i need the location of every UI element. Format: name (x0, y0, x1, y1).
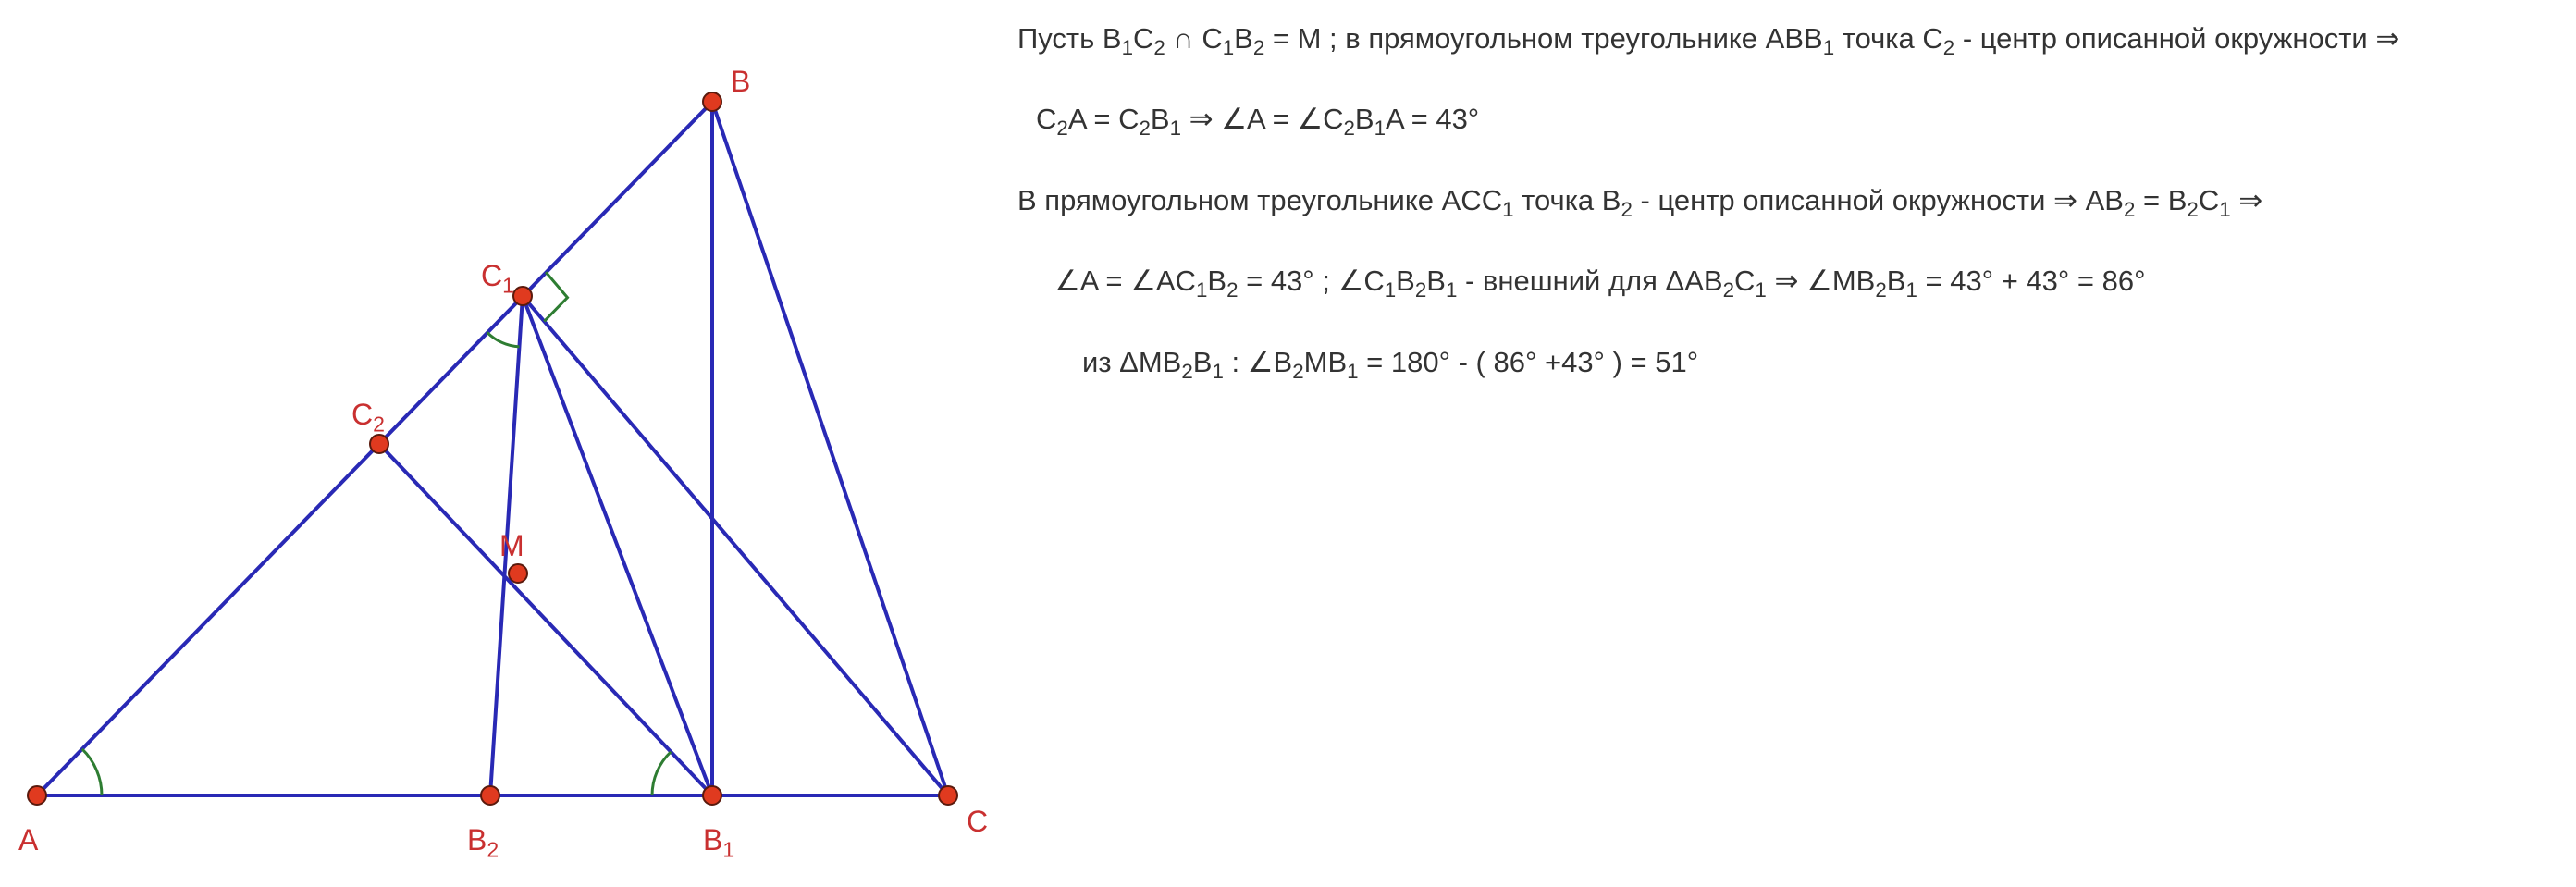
label-B2: B2 (467, 823, 499, 857)
label-B1: B1 (703, 823, 734, 857)
label-M: M (499, 529, 524, 563)
text-line-4: ∠A = ∠AC1B2 = 43° ; ∠C1B2B1 - внешний дл… (1054, 261, 2539, 301)
solution-text: Пусть B1C2 ∩ C1B2 = M ; в прямоугольном … (1017, 0, 2576, 887)
text-line-3: В прямоугольном треугольнике ACC1 точка … (1017, 180, 2539, 220)
label-C1: C1 (481, 259, 514, 293)
label-A: A (18, 823, 38, 857)
text-line-2: C2A = C2B1 ⇒ ∠A = ∠C2B1A = 43° (1036, 99, 2539, 139)
geometry-diagram: A B C B1 B2 C1 C2 M (0, 0, 1017, 887)
label-C2: C2 (351, 398, 385, 432)
text-line-5: из ΔMB2B1 : ∠B2MB1 = 180° - ( 86° +43° )… (1082, 342, 2539, 382)
label-C: C (967, 805, 988, 839)
diagram-svg (0, 0, 1017, 887)
label-B: B (731, 65, 750, 99)
text-line-1: Пусть B1C2 ∩ C1B2 = M ; в прямоугольном … (1017, 18, 2539, 58)
